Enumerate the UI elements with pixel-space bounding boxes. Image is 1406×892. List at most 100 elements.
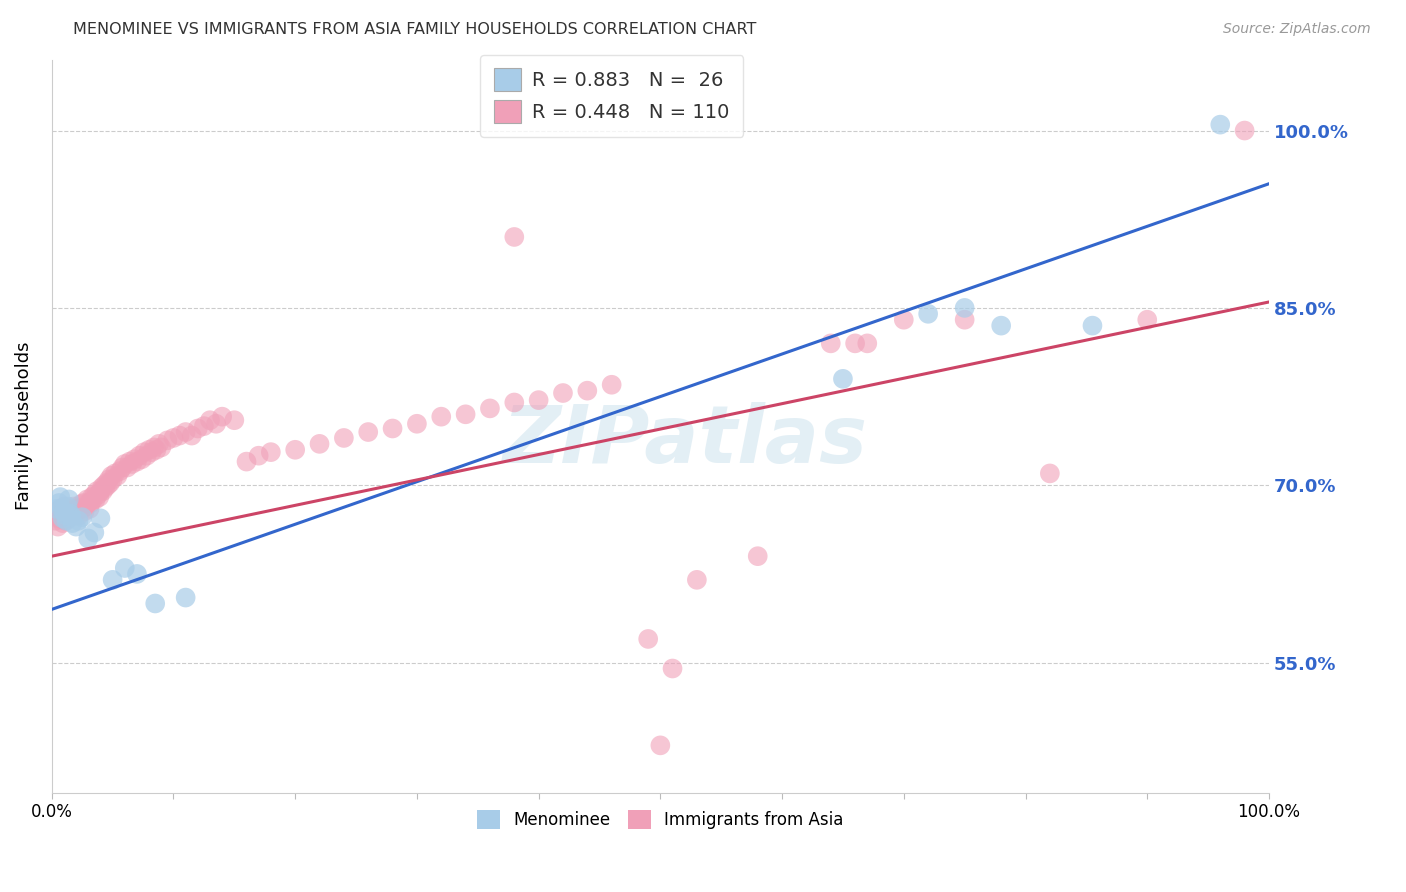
Point [49, 502, 72, 516]
Point [600, 377, 623, 392]
Point [67, 508, 90, 523]
Point [84, 492, 107, 507]
Point [1209, 118, 1232, 132]
Point [193, 419, 215, 434]
Point [101, 472, 124, 486]
Point [205, 417, 228, 431]
Point [527, 393, 550, 408]
Point [121, 457, 143, 471]
Point [478, 401, 501, 416]
Point [70, 502, 93, 516]
Point [89, 484, 111, 499]
Point [844, 336, 866, 351]
Point [114, 561, 136, 575]
Point [51, 508, 73, 522]
Point [125, 454, 148, 468]
Point [48, 496, 70, 510]
Point [143, 441, 166, 455]
Point [51, 502, 73, 516]
Point [637, 632, 659, 646]
Point [98, 475, 121, 490]
Point [686, 573, 709, 587]
Point [141, 445, 163, 459]
Point [156, 434, 179, 448]
Point [169, 428, 191, 442]
Point [77, 496, 100, 510]
Point [333, 431, 356, 445]
Point [66, 504, 89, 518]
Point [118, 454, 141, 468]
Point [58, 492, 80, 507]
Point [551, 386, 574, 401]
Point [1136, 312, 1159, 326]
Point [145, 442, 167, 457]
Point [284, 442, 307, 457]
Point [247, 449, 270, 463]
Point [454, 407, 477, 421]
Point [917, 307, 939, 321]
Point [80, 490, 103, 504]
Point [52, 516, 75, 530]
Point [46, 519, 69, 533]
Point [211, 409, 233, 424]
Point [79, 502, 101, 516]
Point [60, 508, 83, 522]
Point [62, 500, 84, 514]
Point [131, 452, 153, 467]
Point [143, 597, 166, 611]
Point [235, 454, 257, 468]
Point [70, 510, 93, 524]
Point [60, 508, 83, 523]
Point [72, 496, 94, 510]
Point [820, 336, 842, 351]
Point [260, 445, 283, 459]
Point [49, 490, 72, 504]
Point [111, 460, 134, 475]
Point [56, 500, 79, 514]
Point [62, 516, 84, 530]
Point [96, 475, 118, 490]
Point [70, 497, 93, 511]
Point [576, 384, 599, 398]
Point [63, 507, 86, 521]
Point [65, 502, 87, 516]
Point [990, 318, 1012, 333]
Point [138, 442, 160, 457]
Point [89, 490, 111, 504]
Text: ZIPatlas: ZIPatlas [502, 401, 868, 480]
Point [381, 421, 404, 435]
Point [134, 445, 156, 459]
Point [44, 514, 66, 528]
Point [108, 464, 131, 478]
Point [93, 478, 115, 492]
Point [45, 504, 67, 518]
Point [45, 502, 67, 516]
Point [187, 421, 209, 435]
Point [59, 502, 82, 516]
Text: MENOMINEE VS IMMIGRANTS FROM ASIA FAMILY HOUSEHOLDS CORRELATION CHART: MENOMINEE VS IMMIGRANTS FROM ASIA FAMILY… [73, 22, 756, 37]
Point [58, 511, 80, 525]
Point [48, 511, 70, 525]
Point [174, 591, 197, 605]
Point [83, 488, 105, 502]
Point [97, 478, 120, 492]
Point [76, 492, 98, 507]
Y-axis label: Family Households: Family Households [15, 342, 32, 510]
Point [650, 739, 672, 753]
Point [91, 484, 114, 499]
Point [357, 425, 380, 439]
Point [747, 549, 769, 564]
Point [114, 457, 136, 471]
Point [90, 481, 112, 495]
Point [406, 417, 429, 431]
Point [953, 312, 976, 326]
Point [100, 468, 122, 483]
Point [55, 514, 77, 528]
Point [125, 566, 148, 581]
Point [430, 409, 453, 424]
Point [69, 502, 91, 516]
Point [124, 452, 146, 467]
Point [89, 511, 111, 525]
Point [97, 472, 120, 486]
Point [82, 492, 104, 507]
